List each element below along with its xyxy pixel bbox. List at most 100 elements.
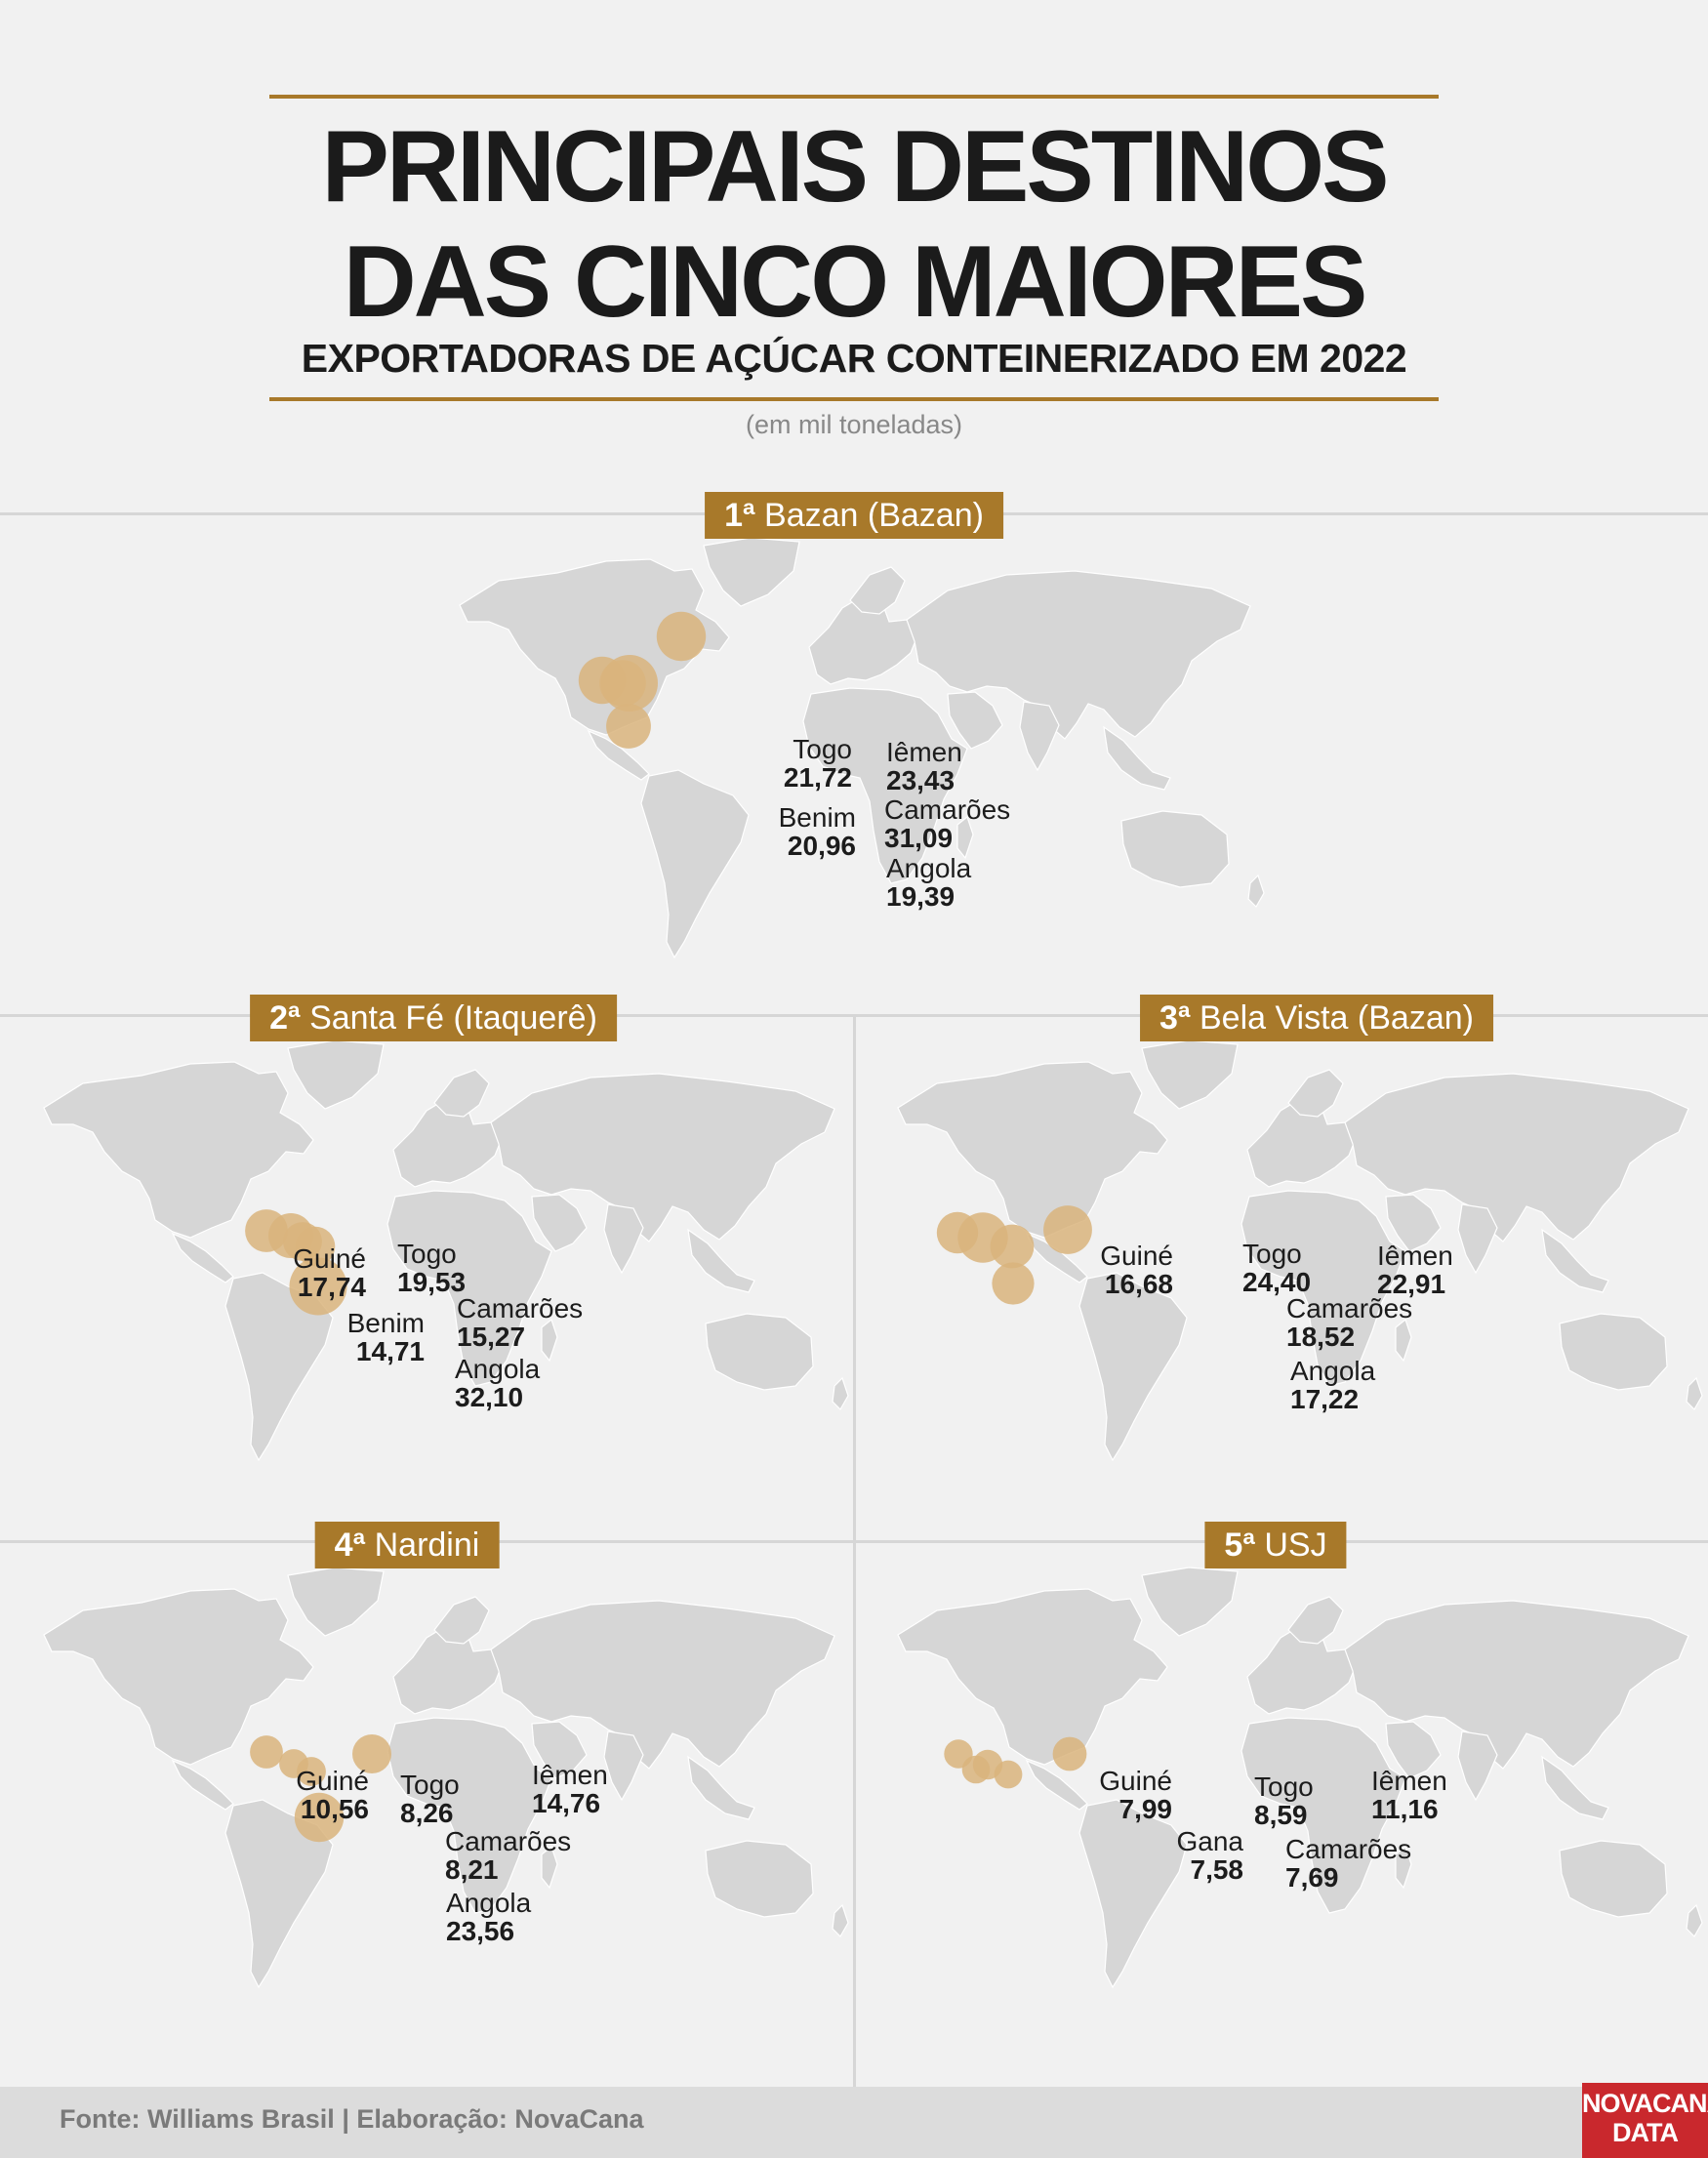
label-value: 21,72: [783, 762, 852, 793]
label-angola: Angola 17,22: [1290, 1357, 1375, 1413]
label-camaroes: Camarões 31,09: [884, 795, 1010, 852]
chart-panel-2: 2ª Santa Fé (Itaquerê) Guiné 17,74 Togo 19…: [24, 995, 852, 1493]
label-camaroes: Camarões 8,21: [445, 1827, 571, 1884]
land-north-america: [43, 1061, 314, 1239]
land-central-america: [171, 1232, 234, 1283]
land-arabia: [1385, 1194, 1442, 1252]
land-southeast-asia: [1103, 725, 1171, 791]
source-credit: Fonte: Williams Brasil | Elaboração: Nov…: [60, 2104, 644, 2134]
land-india: [603, 1203, 644, 1275]
label-name: Iêmen: [532, 1760, 608, 1790]
label-name: Angola: [455, 1354, 541, 1384]
land-southeast-asia: [687, 1228, 755, 1293]
label-name: Camarões: [445, 1826, 572, 1856]
label-togo: Togo 8,26: [400, 1771, 460, 1827]
bubble-camaroes: [297, 1757, 326, 1786]
land-asia: [1344, 1073, 1689, 1242]
panel-title-4: 4ª Nardini: [314, 1522, 500, 1568]
bubble-iemen: [352, 1734, 391, 1773]
land-southeast-asia: [687, 1755, 755, 1820]
label-name: Iêmen: [1371, 1766, 1447, 1796]
panel-company-3: Bela Vista (Bazan): [1199, 999, 1474, 1037]
label-name: Guiné: [293, 1243, 366, 1274]
land-madagascar: [541, 1845, 558, 1890]
subtitle: EXPORTADORAS DE AÇÚCAR CONTEINERIZADO EM…: [301, 336, 1407, 381]
label-name: Camarões: [884, 794, 1011, 825]
land-india: [603, 1730, 644, 1802]
label-name: Togo: [1254, 1771, 1314, 1802]
label-value: 20,96: [787, 831, 856, 861]
label-value: 17,22: [1290, 1384, 1360, 1414]
world-map-2: [43, 1039, 849, 1462]
land-north-america: [43, 1588, 314, 1766]
label-guine: Guiné 10,56: [296, 1767, 369, 1823]
label-value: 16,68: [1104, 1269, 1173, 1299]
land-madagascar: [541, 1318, 558, 1363]
land-australia: [1120, 810, 1230, 888]
land-madagascar: [1395, 1318, 1412, 1363]
label-iemen: Iêmen 23,43: [886, 738, 962, 794]
label-value: 31,09: [884, 823, 954, 853]
land-greenland: [1141, 1567, 1239, 1637]
label-name: Benim: [778, 802, 856, 833]
label-value: 8,21: [445, 1854, 499, 1885]
land-scandinavia: [849, 566, 906, 615]
land-south-america: [1078, 1799, 1188, 1989]
label-name: Togo: [1242, 1239, 1302, 1269]
label-benim: Benim 14,71: [347, 1309, 425, 1365]
label-value: 8,59: [1254, 1800, 1308, 1830]
land-asia: [1344, 1600, 1689, 1770]
land-india: [1019, 701, 1060, 772]
panel-title-5: 5ª USJ: [1204, 1522, 1347, 1568]
land-greenland: [703, 537, 800, 607]
label-value: 22,91: [1377, 1269, 1446, 1299]
land-africa: [386, 1190, 552, 1387]
bubble-angola: [294, 1792, 345, 1843]
label-iemen: Iêmen 22,91: [1377, 1242, 1453, 1298]
bubble-camaroes: [990, 1224, 1035, 1269]
label-iemen: Iêmen 11,16: [1371, 1767, 1447, 1823]
label-camaroes: Camarões 18,52: [1286, 1294, 1412, 1351]
land-south-america: [640, 769, 750, 959]
label-name: Benim: [346, 1308, 425, 1338]
land-scandinavia: [433, 1069, 490, 1118]
chart-panel-1: 1ª Bazan (Bazan) Togo 21,72 Iêmen 23,43 Be…: [440, 492, 1268, 991]
bubble-camaroes: [601, 655, 658, 712]
label-value: 24,40: [1242, 1267, 1312, 1297]
land-india: [1457, 1203, 1498, 1275]
panel-rank-5: 5ª: [1224, 1527, 1255, 1564]
panel-company-2: Santa Fé (Itaquerê): [309, 999, 597, 1037]
land-asia: [490, 1600, 835, 1770]
title-rule-top: [269, 95, 1439, 99]
land-africa: [1240, 1190, 1406, 1387]
panel-rank-2: 2ª: [269, 999, 301, 1037]
bubble-angola: [606, 704, 651, 749]
label-value: 23,56: [446, 1916, 515, 1946]
land-scandinavia: [433, 1596, 490, 1645]
label-value: 7,69: [1285, 1862, 1339, 1893]
label-camaroes: Camarões 15,27: [457, 1294, 583, 1351]
land-arabia: [531, 1194, 588, 1252]
label-value: 19,53: [397, 1267, 467, 1297]
bubble-guine: [250, 1735, 283, 1769]
bubble-iemen: [1052, 1736, 1087, 1771]
unit-note: (em mil toneladas): [745, 410, 963, 439]
panel-rank-3: 3ª: [1159, 999, 1191, 1037]
label-name: Angola: [886, 853, 972, 883]
land-australia: [705, 1313, 814, 1391]
panel-rank-1: 1ª: [724, 497, 755, 534]
panel-divider-vertical: [853, 1015, 856, 2087]
bubble-camaroes: [994, 1760, 1023, 1789]
land-central-america: [171, 1759, 234, 1811]
title-line-2: DAS CINCO MAIORES: [343, 225, 1368, 339]
label-value: 10,56: [300, 1794, 369, 1824]
footer-bar: [0, 2087, 1708, 2158]
land-australia: [705, 1840, 814, 1918]
world-map-1: [459, 537, 1265, 959]
world-map-5: [897, 1567, 1703, 1989]
label-gana: Gana 7,58: [1177, 1827, 1244, 1884]
land-scandinavia: [1287, 1069, 1344, 1118]
label-togo: Togo 8,59: [1254, 1772, 1314, 1829]
land-central-america: [587, 729, 650, 781]
bubble-angola: [992, 1262, 1035, 1305]
